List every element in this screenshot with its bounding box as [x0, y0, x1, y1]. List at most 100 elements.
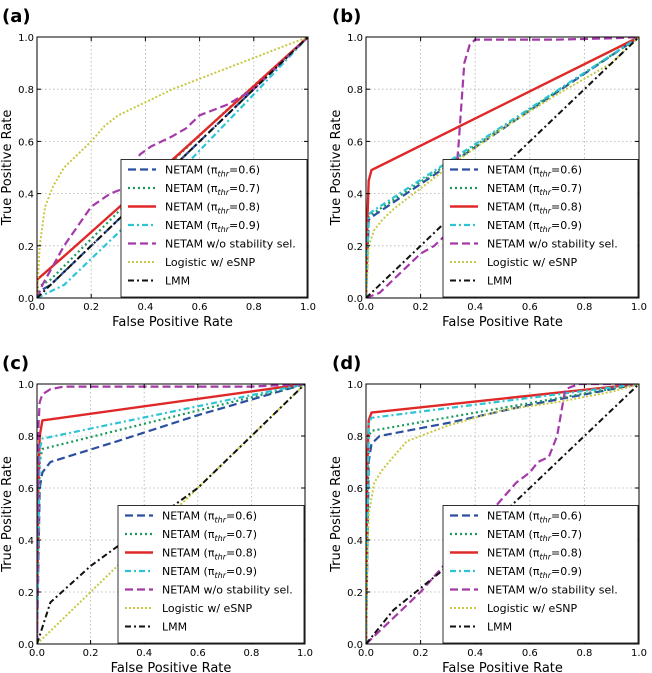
axes-frame — [36, 383, 306, 645]
x-tick-label: 0.0 — [29, 648, 45, 659]
y-tick-label: 0.8 — [347, 432, 363, 443]
x-tick-label: 0.4 — [467, 302, 483, 313]
series-line-3 — [366, 37, 639, 298]
axes-frame — [365, 36, 640, 299]
x-tick-label: 0.6 — [190, 648, 206, 659]
y-axis-label: True Positive Rate — [329, 110, 344, 227]
legend-entry-label: NETAM (πthr=0.8) — [162, 547, 257, 562]
legend: NETAM (πthr=0.6) NETAM (πthr=0.7) NETAM (π… — [120, 159, 308, 298]
series-group — [366, 384, 639, 644]
x-tick-label: 0.4 — [467, 648, 483, 659]
x-tick-label: 0.6 — [522, 302, 538, 313]
y-tick-label: 0.6 — [347, 484, 363, 495]
axes-frame — [36, 36, 309, 299]
legend-entry-label: NETAM w/o stability sel. — [487, 584, 618, 597]
series-line-4 — [366, 384, 639, 644]
legend-entry-label: NETAM (πthr=0.9) — [162, 565, 257, 580]
y-tick-label: 0.8 — [18, 432, 34, 443]
x-tick-label: 0.2 — [413, 648, 429, 659]
y-tick-label: 0.0 — [347, 640, 363, 651]
y-tick-label: 0.4 — [18, 190, 34, 201]
legend-entry-label: LMM — [487, 275, 512, 288]
x-axis-label: False Positive Rate — [112, 315, 233, 330]
x-tick-label: 1.0 — [300, 302, 316, 313]
x-axis-label: False Positive Rate — [111, 661, 232, 673]
series-line-4 — [366, 37, 639, 298]
x-tick-label: 0.6 — [192, 302, 208, 313]
legend-entry-label: NETAM (πthr=0.8) — [487, 547, 582, 562]
x-tick-label: 0.2 — [413, 302, 429, 313]
legend-entry-label: NETAM (πthr=0.9) — [487, 219, 582, 234]
x-tick-label: 0.4 — [137, 302, 153, 313]
x-tick-label: 0.6 — [522, 648, 538, 659]
y-tick-label: 0.0 — [18, 640, 34, 651]
series-line-6 — [37, 37, 308, 298]
axes-frame — [365, 383, 640, 645]
x-tick-label: 0.2 — [83, 648, 99, 659]
x-tick-label: 0.0 — [358, 648, 374, 659]
panel-label: (a) — [2, 6, 31, 27]
legend: NETAM (πthr=0.6) NETAM (πthr=0.7) NETAM (π… — [442, 159, 639, 298]
legend-entry-label: NETAM (πthr=0.8) — [165, 201, 260, 216]
y-tick-label: 0.2 — [347, 242, 363, 253]
legend-entry-label: NETAM (πthr=0.6) — [165, 164, 260, 179]
panel-d: 0.0 0.2 0.4 0.6 0.8 1.0 0.0 0.2 0.4 0.6 0.8 1.0 Fals… — [329, 353, 647, 673]
legend-box — [120, 159, 308, 298]
panel-b: 0.0 0.2 0.4 0.6 0.8 1.0 0.0 0.2 0.4 0.6 0.8 1.0 Fals… — [329, 6, 647, 330]
panel-a: 0.0 0.2 0.4 0.6 0.8 1.0 0.0 0.2 0.4 0.6 0.8 1.0 Fals… — [0, 6, 316, 330]
series-line-2 — [37, 37, 308, 298]
series-line-4 — [37, 384, 305, 644]
legend-entry-label: LMM — [165, 275, 190, 288]
panel-label: (b) — [332, 6, 361, 27]
legend-box — [442, 159, 639, 298]
x-tick-label: 1.0 — [631, 302, 647, 313]
y-tick-label: 1.0 — [347, 380, 363, 391]
x-axis-label: False Positive Rate — [442, 315, 563, 330]
panel-c: 0.0 0.2 0.4 0.6 0.8 1.0 0.0 0.2 0.4 0.6 0.8 1.0 Fals… — [0, 353, 313, 673]
legend-entry-label: LMM — [162, 621, 187, 634]
legend-entry-label: Logistic w/ eSNP — [165, 256, 256, 269]
x-tick-label: 1.0 — [297, 648, 313, 659]
legend-entry-label: NETAM (πthr=0.7) — [487, 182, 582, 197]
x-tick-label: 0.0 — [358, 302, 374, 313]
x-tick-label: 0.0 — [29, 302, 45, 313]
y-tick-label: 1.0 — [18, 33, 34, 44]
x-tick-label: 0.8 — [246, 302, 262, 313]
y-tick-label: 0.0 — [18, 294, 34, 305]
legend: NETAM (πthr=0.6) NETAM (πthr=0.7) NETAM (π… — [117, 505, 305, 644]
series-line-6 — [366, 384, 639, 644]
legend-entry-label: NETAM (πthr=0.9) — [165, 219, 260, 234]
legend-entry-label: NETAM w/o stability sel. — [162, 584, 293, 597]
legend: NETAM (πthr=0.6) NETAM (πthr=0.7) NETAM (π… — [442, 505, 639, 644]
panel-label: (d) — [332, 353, 361, 374]
legend-entry-label: LMM — [487, 621, 512, 634]
y-tick-label: 0.8 — [18, 85, 34, 96]
legend-entry-label: NETAM w/o stability sel. — [165, 238, 296, 251]
legend-entry-label: NETAM (πthr=0.6) — [162, 510, 257, 525]
legend-entry-label: NETAM (πthr=0.6) — [487, 164, 582, 179]
y-tick-label: 0.0 — [347, 294, 363, 305]
x-tick-label: 1.0 — [631, 648, 647, 659]
y-tick-label: 0.4 — [347, 190, 363, 201]
legend-box — [442, 505, 639, 644]
series-line-1 — [366, 384, 639, 644]
legend-box — [117, 505, 305, 644]
y-tick-label: 0.8 — [347, 85, 363, 96]
y-tick-label: 1.0 — [18, 380, 34, 391]
x-tick-label: 0.2 — [83, 302, 99, 313]
y-tick-label: 0.2 — [347, 588, 363, 599]
y-axis-label: True Positive Rate — [329, 456, 344, 573]
x-axis-label: False Positive Rate — [442, 661, 563, 673]
x-tick-label: 0.4 — [136, 648, 152, 659]
y-tick-label: 0.6 — [18, 484, 34, 495]
y-tick-label: 0.6 — [347, 137, 363, 148]
legend-entry-label: Logistic w/ eSNP — [487, 256, 578, 269]
legend-entry-label: Logistic w/ eSNP — [487, 602, 578, 615]
y-tick-label: 0.4 — [18, 536, 34, 547]
legend-entry-label: NETAM (πthr=0.9) — [487, 565, 582, 580]
legend-entry-label: NETAM w/o stability sel. — [487, 238, 618, 251]
legend-entry-label: NETAM (πthr=0.7) — [162, 528, 257, 543]
y-tick-label: 0.4 — [347, 536, 363, 547]
y-tick-label: 1.0 — [347, 33, 363, 44]
y-axis-label: True Positive Rate — [0, 110, 15, 227]
